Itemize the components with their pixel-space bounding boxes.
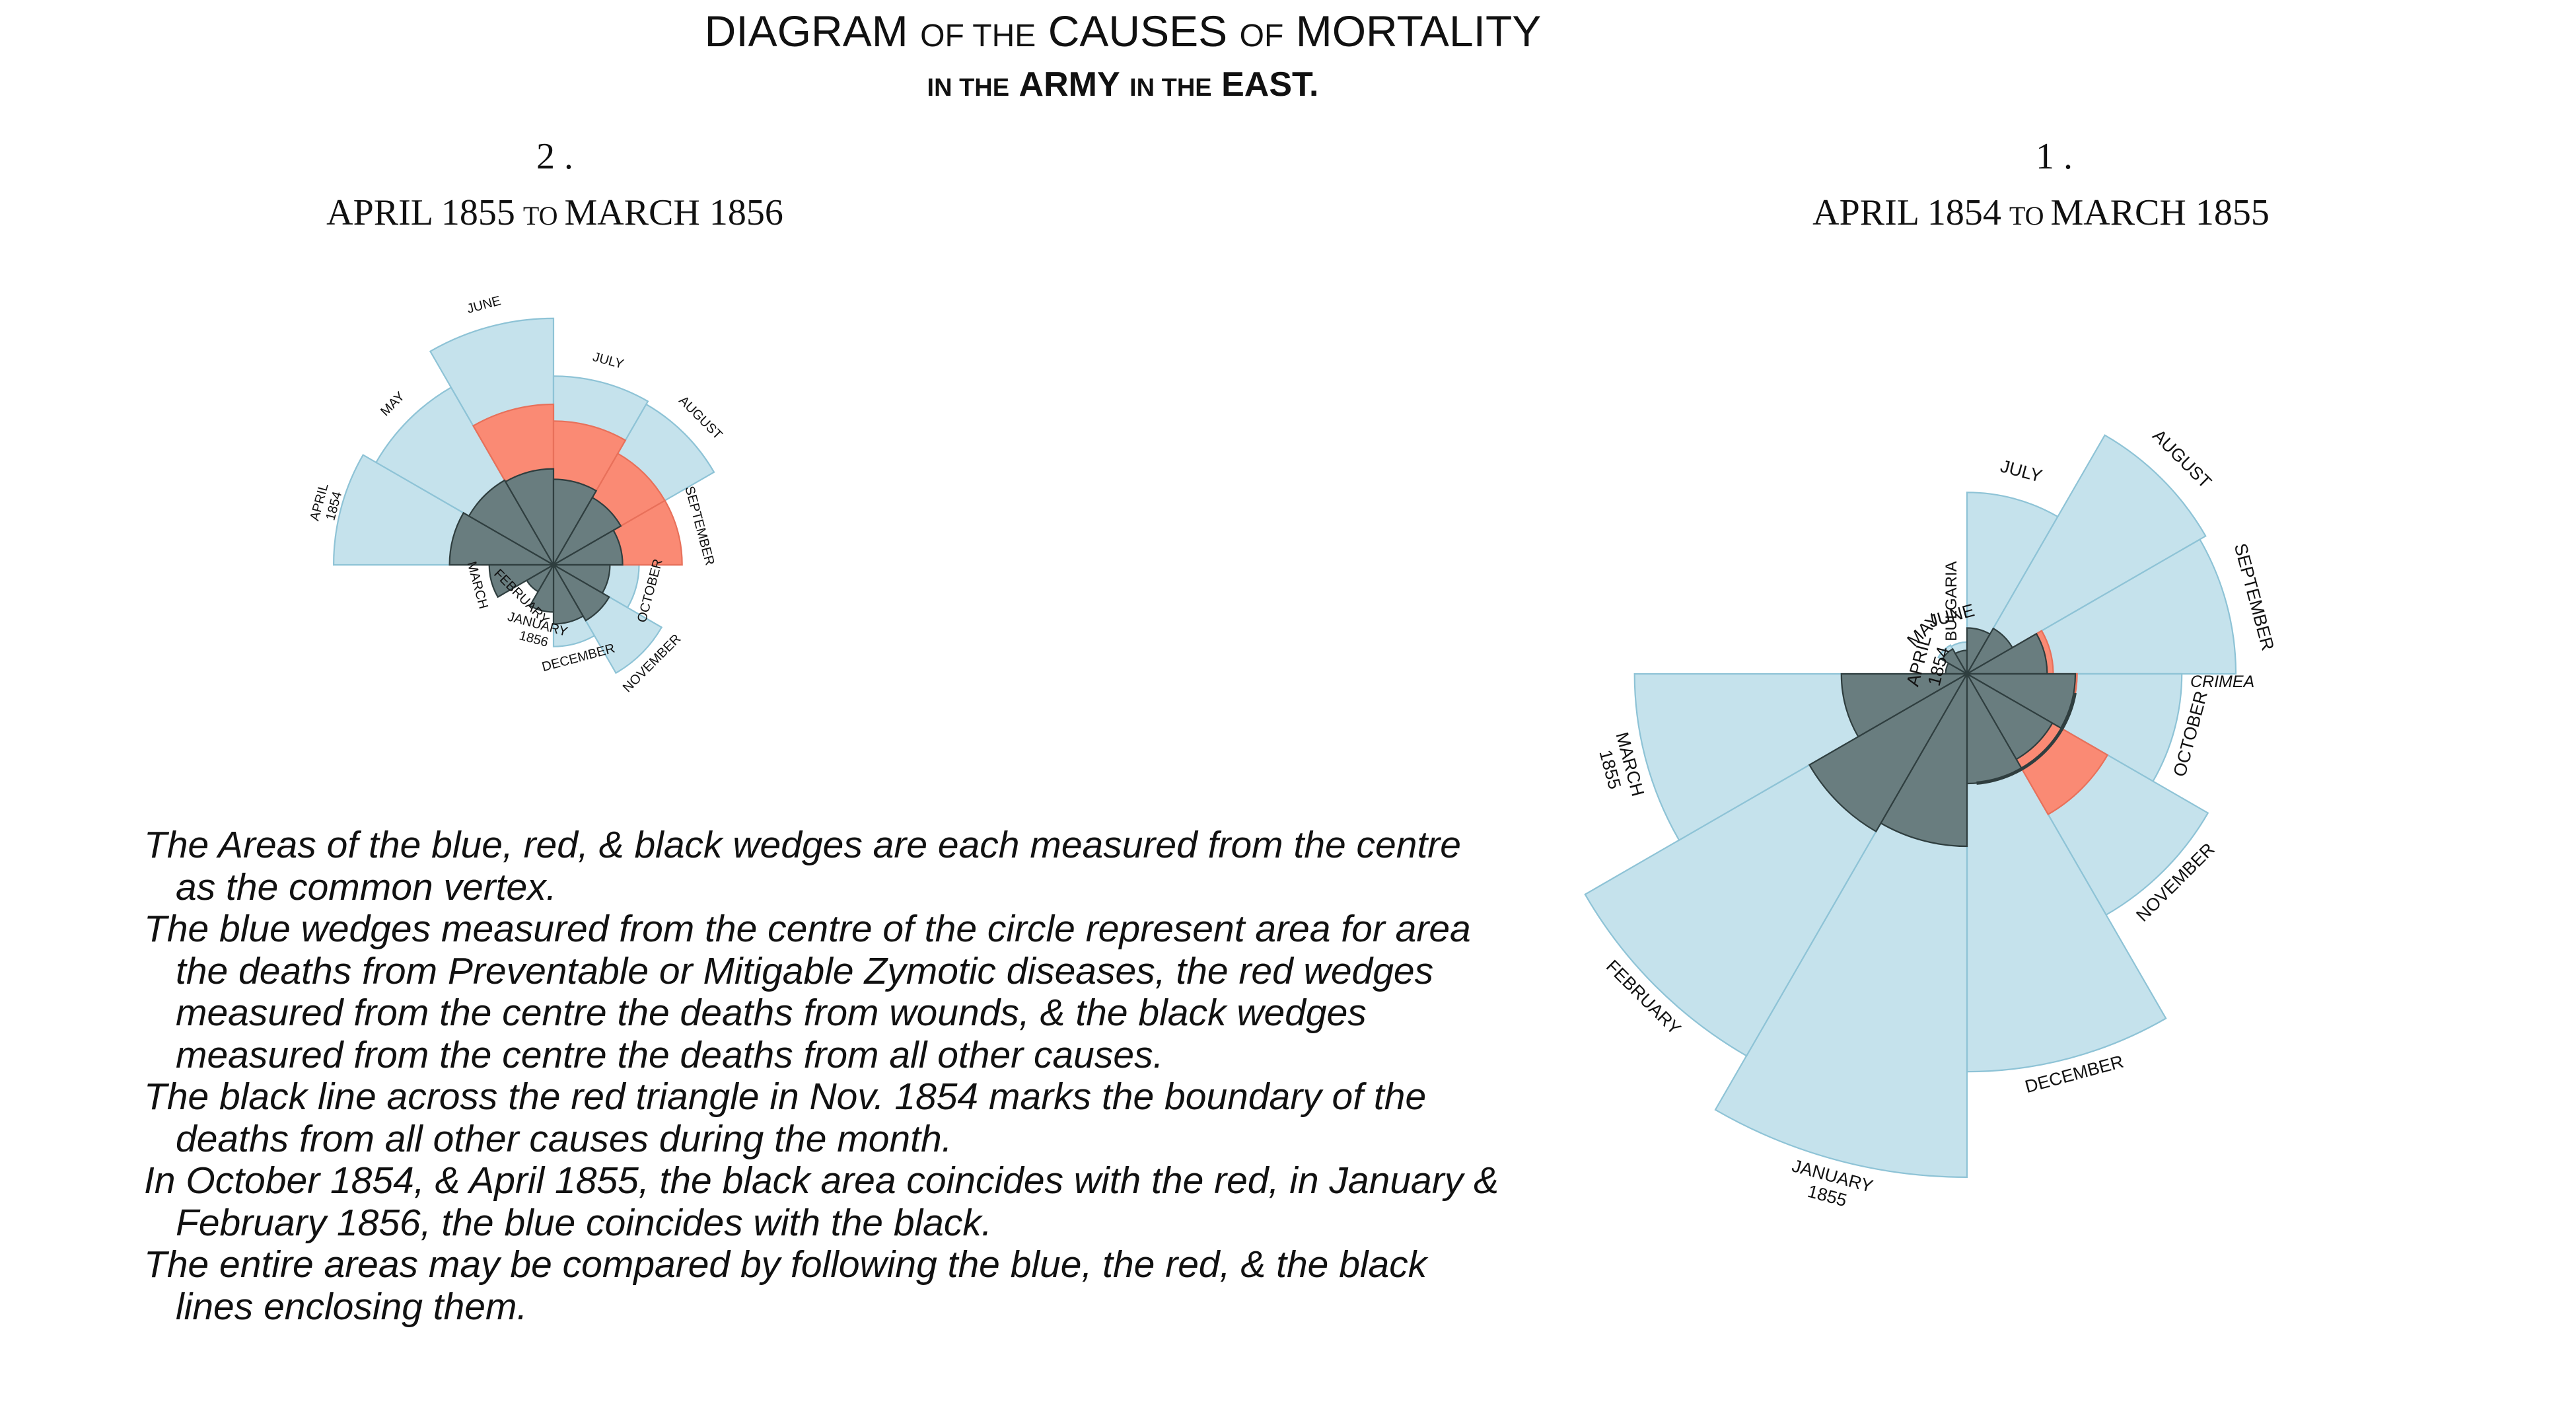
- other-wedge-august: [551, 496, 622, 567]
- crimea-label: CRIMEA: [2190, 673, 2254, 691]
- other-wedge-march: [1840, 673, 1970, 738]
- other-wedge-june: [504, 468, 555, 568]
- month-label: APRIL1854: [307, 482, 345, 526]
- bulgaria-label: BULGARIA: [1943, 561, 1960, 641]
- note-wedges: The blue wedges measured from the centre…: [144, 908, 1471, 1076]
- other-wedge-may: [1941, 647, 1969, 676]
- explanatory-notes: The Areas of the blue, red, & black wedg…: [144, 824, 1505, 1328]
- note-areas: The Areas of the blue, red, & black wedg…: [144, 824, 1461, 908]
- month-label: JUNE: [466, 293, 503, 316]
- month-label: DECEMBER: [540, 641, 616, 675]
- main-subtitle: IN THE ARMY IN THE EAST.: [927, 65, 1319, 104]
- note-coincide: In October 1854, & April 1855, the black…: [144, 1159, 1499, 1244]
- other-wedge-march: [488, 564, 557, 599]
- chart-1-period: APRIL 1854 TO MARCH 1855: [1812, 192, 2270, 233]
- other-wedge-september: [550, 529, 624, 566]
- other-wedge-december: [552, 562, 585, 625]
- chart-2-number: 2 .: [536, 136, 573, 177]
- chart-2-period: APRIL 1855 TO MARCH 1856: [326, 192, 783, 233]
- other-wedge-may: [468, 479, 556, 567]
- other-wedge-january: [1879, 671, 1968, 848]
- zymotic-wedge-august: [1964, 434, 2207, 677]
- other-wedge-april: [448, 511, 557, 566]
- chart-1-number: 1 .: [2036, 136, 2073, 177]
- note-compare: The entire areas may be compared by foll…: [144, 1243, 1427, 1328]
- month-label: MARCH1855: [1592, 730, 1648, 803]
- other-wedge-november: [551, 562, 610, 622]
- month-label: JULY: [591, 349, 626, 372]
- main-title: DIAGRAM OF THE CAUSES OF MORTALITY: [705, 7, 1542, 55]
- other-wedge-january: [528, 562, 555, 613]
- chart-2-rose: APRIL1854MAYJUNEJULYAUGUSTSEPTEMBEROCTOB…: [307, 293, 725, 695]
- month-label: JULY: [1998, 456, 2044, 486]
- note-black-line: The black line across the red triangle i…: [144, 1076, 1427, 1160]
- month-label: SEPTEMBER: [682, 484, 717, 567]
- other-causes-boundary-line: [1976, 692, 2077, 785]
- month-label: MAY: [378, 389, 408, 419]
- other-wedge-july: [552, 478, 598, 568]
- month-label: MARCH: [464, 560, 491, 611]
- month-label: SEPTEMBER: [2231, 541, 2278, 653]
- zymotic-wedge-july: [1966, 492, 2059, 677]
- other-wedge-february: [1808, 671, 1970, 833]
